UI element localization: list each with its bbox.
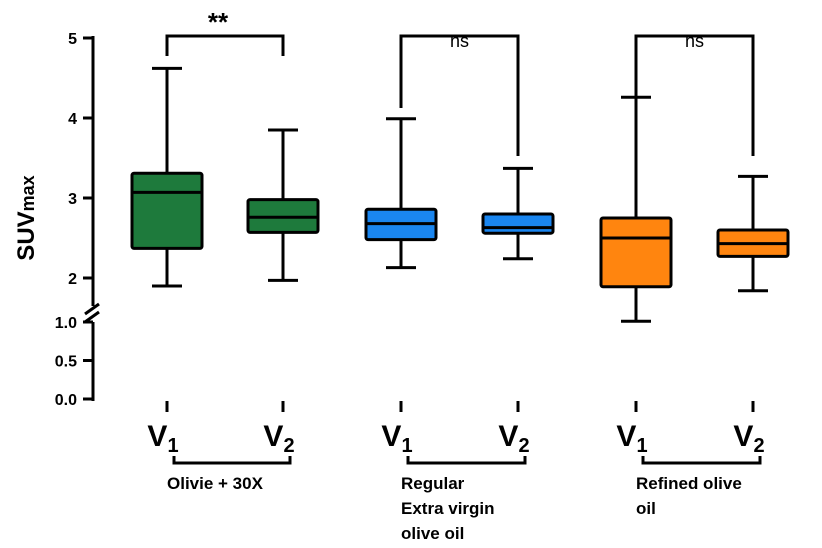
x-tick-label-main: V <box>147 420 167 453</box>
box-3-2 <box>716 174 790 293</box>
x-tick-label-sub: 1 <box>401 435 412 457</box>
y-tick-label: 3 <box>68 191 77 208</box>
group-bracket <box>406 456 527 465</box>
box-1-2 <box>246 128 320 282</box>
significance-bracket: ns <box>634 31 755 156</box>
x-tick-label: V2 <box>498 420 529 457</box>
y-axis-title: SUVmax <box>13 175 40 260</box>
x-tick-label-main: V <box>263 420 283 453</box>
significance-label: ** <box>208 7 229 37</box>
x-tick-label-sub: 2 <box>283 435 294 457</box>
box-1-1 <box>130 66 204 288</box>
x-tick-label-sub: 2 <box>753 435 764 457</box>
significance-bracket: ** <box>165 7 285 56</box>
box-iqr <box>130 171 204 250</box>
y-tick-label: 1.0 <box>55 315 77 332</box>
group-bracket <box>641 456 762 465</box>
box-3-1 <box>599 95 673 323</box>
y-tick-label: 5 <box>68 31 77 48</box>
axis-break-mark <box>84 310 100 324</box>
y-axis: 2 3 4 5 0.0 0.5 1.0 <box>55 31 100 409</box>
x-tick-label: V1 <box>616 420 647 457</box>
y-tick-label: 0.0 <box>55 392 77 409</box>
box-2-2 <box>481 166 555 261</box>
y-tick-label: 4 <box>68 111 77 128</box>
significance-line <box>165 34 285 56</box>
x-tick-label: V1 <box>381 420 412 457</box>
x-tick-label-sub: 2 <box>518 435 529 457</box>
significance-label: ns <box>685 31 704 51</box>
group-label: Olivie + 30X <box>167 474 264 493</box>
x-tick-label-sub: 1 <box>636 435 647 457</box>
x-tick-label-main: V <box>381 420 401 453</box>
significance-bracket: ns <box>399 31 520 156</box>
y-axis-title-main: SUV <box>13 211 40 260</box>
x-tick-label-main: V <box>733 420 753 453</box>
x-tick-label-main: V <box>498 420 518 453</box>
x-tick-label: V2 <box>263 420 294 457</box>
significance-line <box>399 34 520 156</box>
x-tick-label-sub: 1 <box>167 435 178 457</box>
box-series: ** ns ns <box>130 7 790 323</box>
y-tick-label: 2 <box>68 271 77 288</box>
y-tick-label: 0.5 <box>55 354 77 371</box>
box-iqr <box>481 212 555 235</box>
x-tick-label: V1 <box>147 420 178 457</box>
axis-break-mark <box>84 302 100 316</box>
group-label: oil <box>636 499 656 518</box>
significance-line <box>634 34 755 156</box>
box-iqr <box>599 216 673 289</box>
significance-label: ns <box>450 31 469 51</box>
group-label: Regular <box>401 474 465 493</box>
x-tick-label: V2 <box>733 420 764 457</box>
group-label: olive oil <box>401 524 464 543</box>
group-bracket <box>172 456 292 465</box>
box-2-1 <box>364 117 438 270</box>
x-tick-label-main: V <box>616 420 636 453</box>
group-label: Refined olive <box>636 474 742 493</box>
group-label: Extra virgin <box>401 499 495 518</box>
y-axis-title-sub: max <box>18 175 38 211</box>
